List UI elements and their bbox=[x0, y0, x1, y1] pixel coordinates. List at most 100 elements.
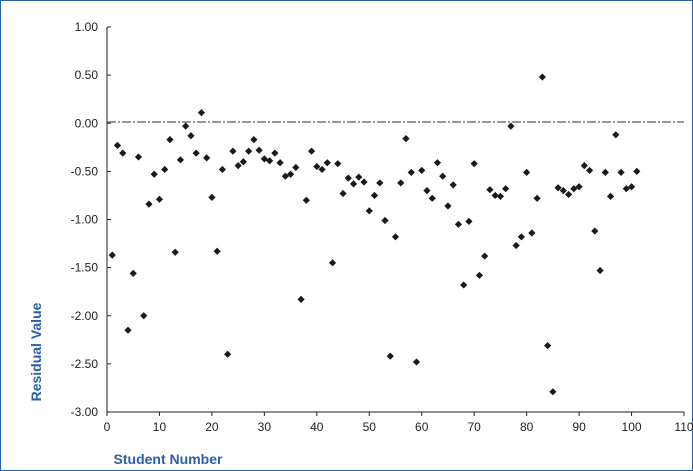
data-point bbox=[292, 163, 300, 172]
x-tick-label: 30 bbox=[258, 420, 272, 434]
data-point bbox=[418, 166, 426, 175]
data-point bbox=[344, 174, 352, 182]
data-point bbox=[423, 187, 431, 195]
data-point bbox=[271, 149, 279, 157]
data-point bbox=[475, 271, 484, 279]
data-point bbox=[297, 295, 305, 303]
y-axis-ticks: 1.00 0.50 0.00 -0.50 -1.00 -1.50 -2.00 -2.50 -3.… bbox=[71, 20, 111, 419]
x-axis-ticks: 0 10 20 30 40 50 60 70 80 90 100 110 bbox=[104, 412, 693, 434]
data-point bbox=[145, 200, 153, 208]
data-point bbox=[633, 167, 641, 175]
data-point bbox=[213, 247, 221, 255]
data-point bbox=[155, 195, 164, 203]
data-point bbox=[591, 227, 599, 235]
data-point bbox=[224, 350, 232, 358]
data-point bbox=[197, 109, 206, 117]
data-point bbox=[565, 190, 573, 199]
data-point bbox=[276, 159, 284, 167]
data-point bbox=[349, 180, 358, 188]
x-tick-label: 50 bbox=[363, 420, 377, 434]
data-point bbox=[203, 154, 211, 162]
data-point bbox=[402, 135, 410, 143]
data-point bbox=[286, 170, 295, 178]
x-tick-label: 10 bbox=[153, 420, 167, 434]
data-point bbox=[192, 149, 200, 157]
x-tick-label: 40 bbox=[310, 420, 324, 434]
data-point bbox=[549, 388, 557, 396]
data-point bbox=[601, 168, 609, 176]
data-point bbox=[318, 165, 326, 174]
data-point bbox=[239, 158, 247, 166]
data-point bbox=[302, 196, 310, 204]
data-point bbox=[596, 266, 604, 275]
data-point bbox=[575, 183, 583, 191]
data-point bbox=[507, 122, 515, 130]
y-axis-title: Residual Value bbox=[28, 302, 44, 401]
data-point bbox=[370, 191, 379, 200]
data-point bbox=[313, 162, 321, 171]
data-point bbox=[187, 132, 195, 140]
y-tick-label: -3.00 bbox=[71, 405, 99, 419]
data-point bbox=[428, 194, 436, 202]
data-point bbox=[407, 168, 415, 176]
data-point bbox=[140, 312, 148, 320]
data-point bbox=[627, 183, 636, 191]
data-point bbox=[544, 341, 552, 350]
data-point bbox=[113, 141, 122, 149]
data-point bbox=[250, 136, 258, 144]
data-point bbox=[465, 217, 473, 226]
x-tick-label: 100 bbox=[622, 420, 642, 434]
data-point bbox=[376, 179, 384, 187]
data-point bbox=[496, 192, 505, 200]
data-point bbox=[360, 178, 368, 186]
data-point bbox=[266, 157, 274, 165]
data-point bbox=[454, 220, 463, 228]
x-tick-label: 60 bbox=[415, 420, 429, 434]
data-point bbox=[171, 248, 179, 256]
data-point bbox=[559, 187, 567, 195]
data-point bbox=[334, 160, 342, 168]
data-point bbox=[218, 165, 226, 174]
data-point bbox=[554, 184, 562, 192]
data-point bbox=[381, 216, 389, 225]
data-point bbox=[134, 153, 143, 161]
data-point bbox=[622, 185, 630, 193]
data-point bbox=[528, 229, 536, 237]
data-point bbox=[339, 189, 347, 198]
data-point bbox=[444, 202, 452, 210]
data-point bbox=[523, 168, 531, 176]
y-tick-label: -2.50 bbox=[71, 357, 99, 371]
data-point bbox=[129, 269, 137, 277]
data-point bbox=[412, 358, 421, 366]
data-point bbox=[470, 160, 478, 168]
data-point bbox=[449, 181, 457, 189]
data-point bbox=[517, 233, 525, 241]
x-tick-label: 0 bbox=[104, 420, 111, 434]
data-point bbox=[481, 252, 489, 260]
data-point bbox=[533, 194, 541, 202]
data-point bbox=[612, 131, 620, 139]
data-point bbox=[391, 233, 400, 241]
y-tick-label: -1.00 bbox=[71, 213, 99, 227]
data-point bbox=[365, 207, 373, 215]
x-tick-label: 70 bbox=[468, 420, 482, 434]
y-tick-label: 0.50 bbox=[75, 68, 99, 82]
data-point bbox=[124, 326, 132, 334]
data-point bbox=[580, 162, 588, 170]
data-point bbox=[439, 172, 447, 180]
data-point bbox=[182, 122, 190, 130]
data-point bbox=[323, 159, 331, 167]
data-point bbox=[617, 168, 625, 176]
y-tick-label: -0.50 bbox=[71, 164, 99, 178]
data-point bbox=[397, 179, 405, 187]
data-point bbox=[229, 147, 237, 155]
data-point bbox=[208, 193, 216, 201]
data-point bbox=[307, 147, 316, 155]
y-tick-label: -1.50 bbox=[71, 261, 99, 275]
data-point bbox=[512, 241, 520, 250]
data-point bbox=[328, 259, 337, 267]
x-axis-title: Student Number bbox=[114, 451, 223, 467]
data-point bbox=[502, 185, 510, 193]
data-point bbox=[108, 251, 116, 259]
